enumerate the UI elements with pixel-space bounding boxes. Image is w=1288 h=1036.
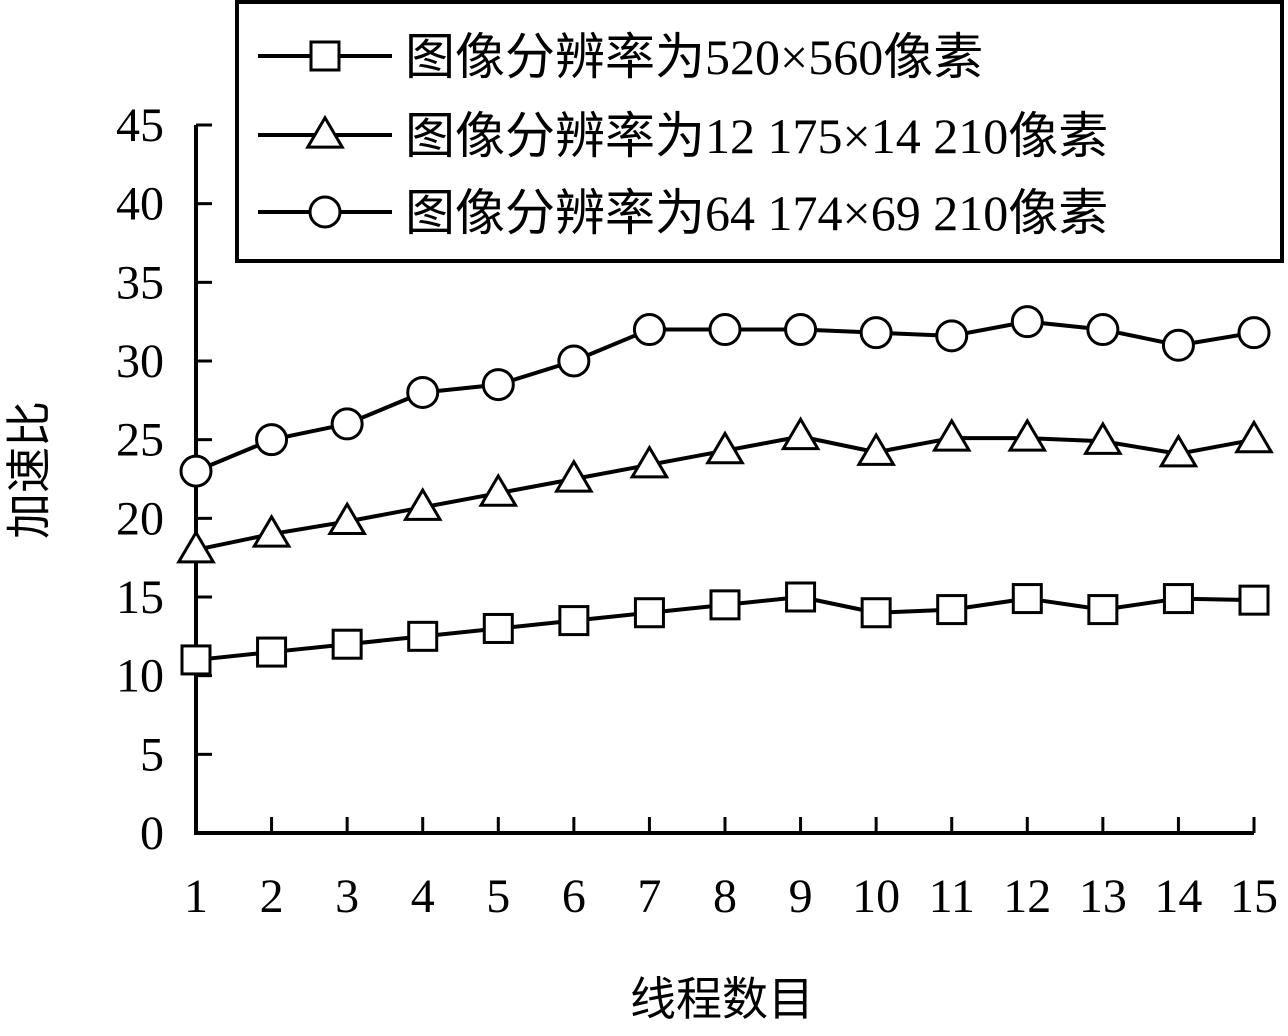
data-point <box>856 432 897 466</box>
legend-marker <box>308 195 342 229</box>
data-point <box>1161 328 1195 362</box>
legend-marker <box>305 114 345 149</box>
data-point <box>553 458 594 493</box>
legend-marker <box>309 40 341 72</box>
legend-item-triangle: 图像分辨率为12 175×14 210像素 <box>258 108 1108 164</box>
x-axis-label: 线程数目 <box>630 974 814 1025</box>
x-tick-label: 14 <box>1154 870 1202 923</box>
data-point <box>785 581 817 613</box>
series-triangle <box>176 416 1274 564</box>
series-circle <box>179 305 1271 488</box>
data-point <box>1086 313 1120 347</box>
legend-item-square: 图像分辨率为520×560像素 <box>258 29 983 85</box>
data-point <box>402 487 443 521</box>
x-tick-label: 12 <box>1003 870 1051 923</box>
data-point <box>1162 583 1194 615</box>
data-point <box>633 597 665 629</box>
data-point <box>709 589 741 621</box>
x-tick-label: 9 <box>789 870 813 923</box>
data-point <box>251 513 292 548</box>
data-point <box>1007 417 1048 452</box>
legend-box <box>235 0 1284 263</box>
data-point <box>1234 419 1274 454</box>
x-tick-label: 13 <box>1079 870 1127 923</box>
x-tick-label: 8 <box>713 870 737 923</box>
series-square <box>180 581 1270 676</box>
data-point <box>406 375 440 409</box>
y-tick-label: 25 <box>116 414 164 467</box>
legend-item-circle: 图像分辨率为64 174×69 210像素 <box>258 185 1108 241</box>
x-tick-label: 5 <box>486 870 510 923</box>
y-tick-label: 10 <box>116 650 164 703</box>
y-tick-label: 20 <box>116 492 164 545</box>
data-point <box>1237 316 1271 350</box>
y-tick-label: 30 <box>116 335 164 388</box>
data-point <box>407 620 439 652</box>
data-point <box>1238 584 1270 616</box>
data-point <box>1011 583 1043 615</box>
x-tick-label: 15 <box>1230 870 1278 923</box>
data-point <box>936 594 968 626</box>
data-point <box>557 344 591 378</box>
data-point <box>1010 305 1044 339</box>
data-point <box>481 368 515 402</box>
y-tick-label: 5 <box>140 728 164 781</box>
y-tick-label: 15 <box>116 571 164 624</box>
data-point <box>1158 433 1199 468</box>
legend-label: 图像分辨率为64 174×69 210像素 <box>405 185 1108 241</box>
data-point <box>255 423 289 457</box>
legend-label: 图像分辨率为520×560像素 <box>405 29 983 85</box>
y-axis-label: 加速比 <box>4 401 55 539</box>
data-point <box>1087 594 1119 626</box>
data-point <box>327 501 368 536</box>
x-tick-label: 2 <box>260 870 284 923</box>
data-point <box>478 472 519 507</box>
data-point <box>632 313 666 347</box>
data-point <box>705 430 745 465</box>
data-point <box>176 529 216 564</box>
data-point <box>482 612 514 644</box>
data-point <box>859 316 893 350</box>
y-tick-label: 40 <box>116 178 164 231</box>
data-point <box>1082 421 1123 455</box>
legend-label: 图像分辨率为12 175×14 210像素 <box>405 108 1108 164</box>
x-tick-label: 7 <box>637 870 661 923</box>
x-tick-label: 4 <box>411 870 435 923</box>
x-tick-label: 10 <box>852 870 900 923</box>
data-point <box>935 319 969 353</box>
data-point <box>629 444 670 479</box>
data-point <box>708 313 742 347</box>
y-tick-label: 45 <box>116 99 164 152</box>
x-tick-label: 6 <box>562 870 586 923</box>
x-tick-label: 3 <box>335 870 359 923</box>
series-group <box>176 305 1274 676</box>
data-point <box>330 407 364 441</box>
x-tick-label: 1 <box>184 870 208 923</box>
data-point <box>179 454 213 488</box>
data-point <box>180 644 212 676</box>
data-point <box>331 628 363 660</box>
y-tick-label: 35 <box>116 256 164 309</box>
data-point <box>558 605 590 637</box>
data-point <box>780 416 821 451</box>
data-point <box>931 417 972 452</box>
data-point <box>256 636 288 668</box>
x-tick-label: 11 <box>929 870 975 923</box>
y-tick-label: 0 <box>140 807 164 860</box>
data-point <box>784 313 818 347</box>
data-point <box>860 597 892 629</box>
